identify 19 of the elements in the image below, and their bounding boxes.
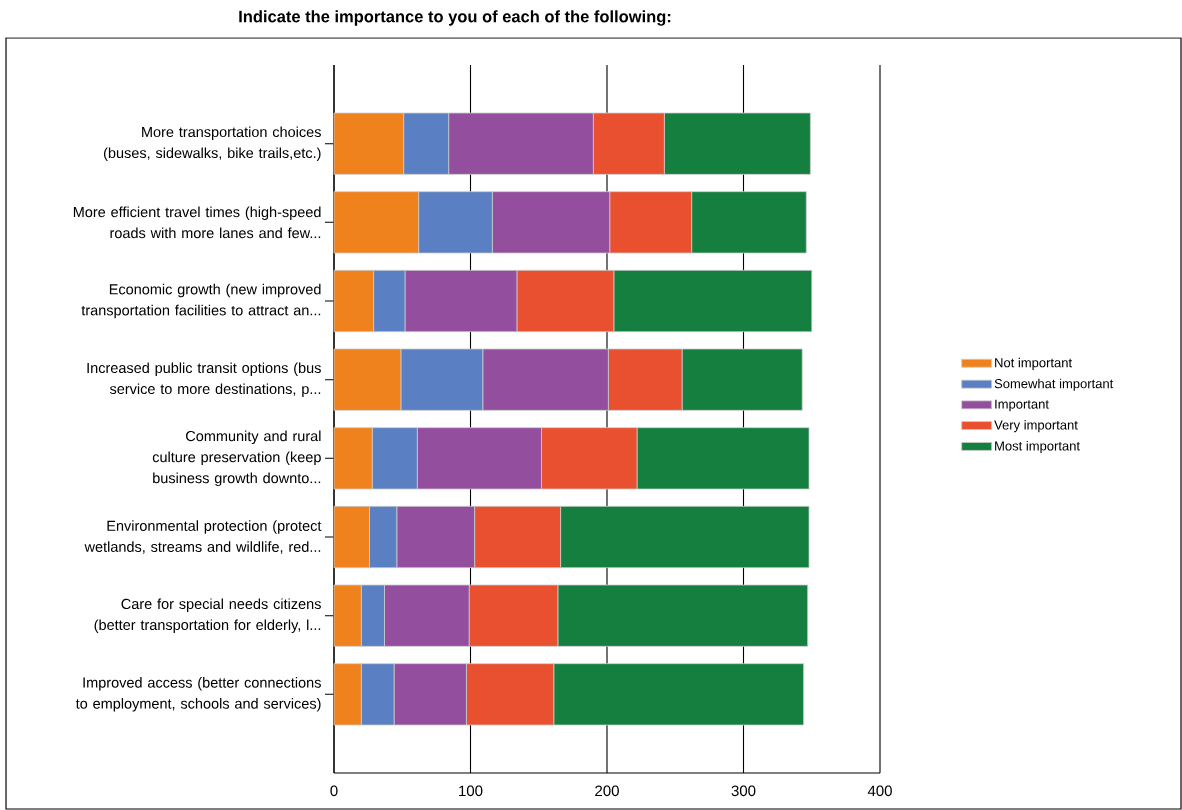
x-tick-label: 0: [330, 785, 338, 797]
y-tick-label: More efficient travel times (high-speed roads with more lanes and few...: [73, 206, 321, 239]
legend-label: Not important: [995, 357, 1072, 370]
chart-title: Indicate the importance to you of each of the following:: [239, 10, 671, 26]
y-tick-label: Increased public transit options (bus service to more destinations, p...: [87, 362, 321, 397]
legend-label: Somewhat important: [994, 378, 1114, 391]
x-tick-label: 400: [867, 785, 892, 797]
x-tick-label: 300: [731, 785, 756, 797]
y-tick-label: Care for special needs citizens (better transportation for elderly, l...: [94, 598, 321, 633]
y-tick-label: More transportation choices (buses, sidewalks, bike trails,etc.): [103, 126, 321, 161]
y-tick-label: Economic growth (new improved transportation facilities to attract an...: [81, 283, 321, 319]
y-tick-label: Improved access (better connections to employment, schools and services): [75, 677, 321, 712]
x-tick-label: 100: [459, 785, 483, 797]
legend-label: Most important: [995, 440, 1080, 454]
legend-label: Important: [995, 399, 1049, 412]
legend-label: Very important: [994, 420, 1078, 433]
y-tick-label: Environmental protection (protect wetlands, streams and wildlife, red...: [84, 520, 322, 554]
x-tick-label: 200: [595, 785, 619, 797]
y-tick-label: Community and rural culture preservation (keep business growth downto...: [152, 430, 321, 487]
